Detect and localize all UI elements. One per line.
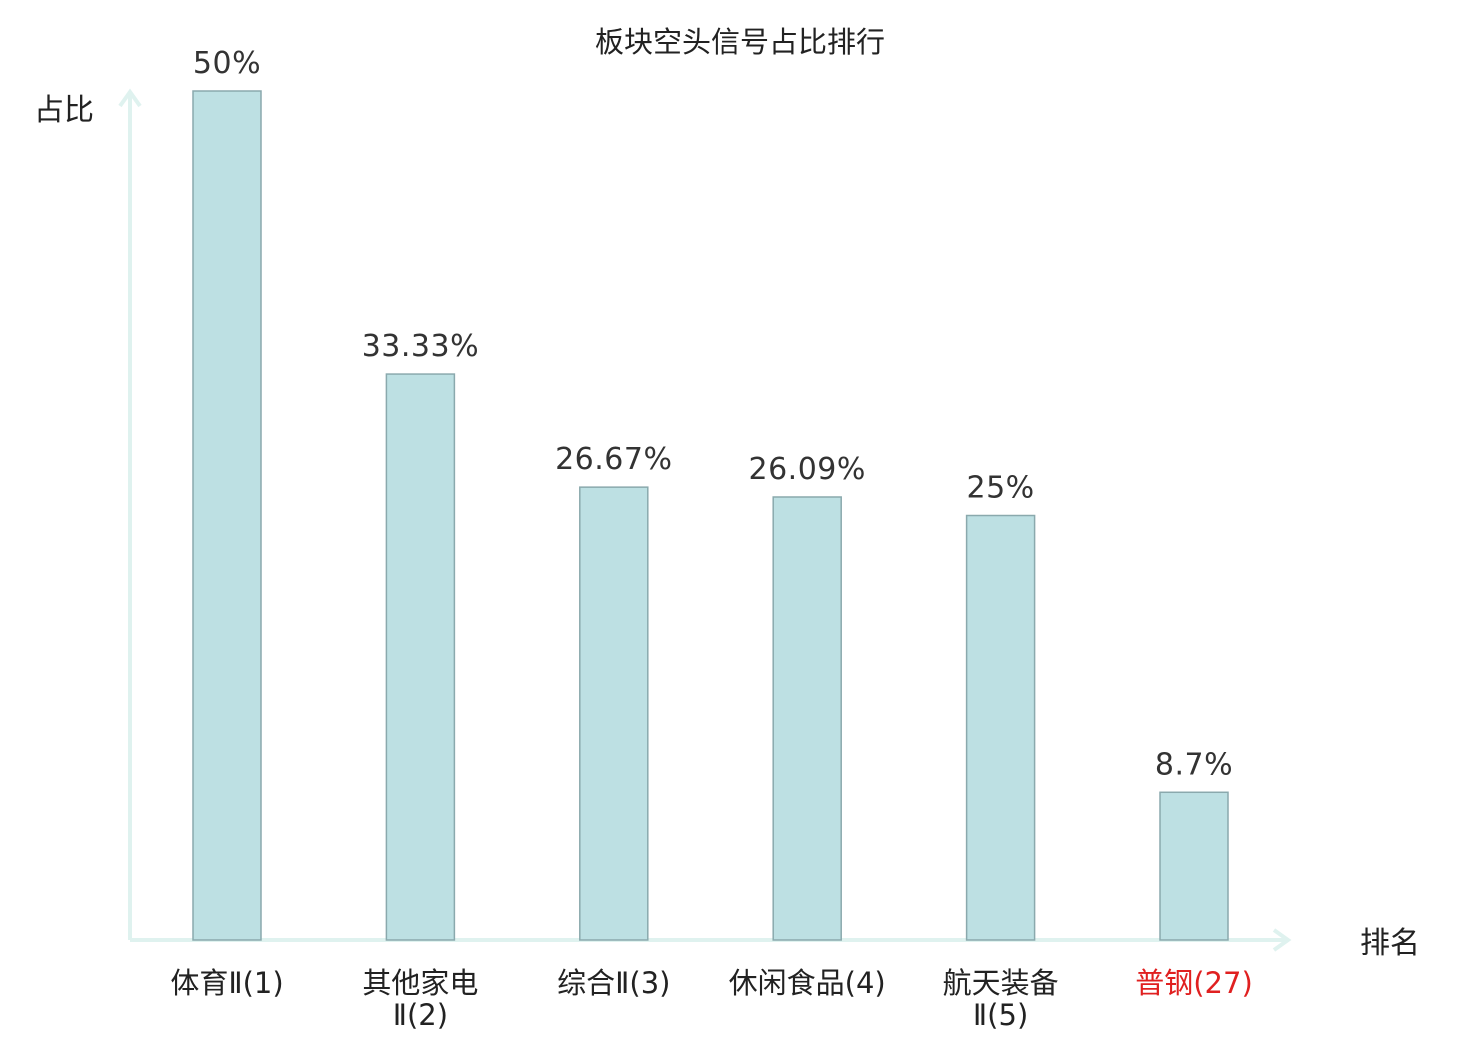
- category-label-6: 普钢(27): [1135, 966, 1253, 1000]
- x-axis-arrow: [1272, 928, 1292, 952]
- bar-4: [772, 496, 842, 941]
- chart-title: 板块空头信号占比排行: [595, 25, 885, 59]
- value-label-2: 33.33%: [362, 329, 479, 364]
- value-labels: 50% 33.33% 26.67% 26.09% 25% 8.7%: [193, 46, 1233, 782]
- category-label-5-line-2: Ⅱ(5): [973, 998, 1028, 1032]
- value-label-4: 26.09%: [749, 452, 866, 487]
- category-label-2-line-2: Ⅱ(2): [393, 998, 448, 1032]
- y-axis-label: 占比: [34, 93, 94, 128]
- axes: [118, 88, 1292, 952]
- x-axis-label: 排名: [1360, 926, 1420, 961]
- category-label-2-line-1: 其他家电: [362, 966, 478, 1000]
- value-label-3: 26.67%: [555, 442, 672, 477]
- bar-6: [1159, 791, 1229, 941]
- value-label-6: 8.7%: [1155, 747, 1233, 782]
- category-label-3: 综合Ⅱ(3): [557, 966, 670, 1000]
- bar-5: [965, 514, 1036, 941]
- bar-3: [579, 486, 649, 941]
- category-label-4: 休闲食品(4): [729, 966, 886, 1000]
- category-label-1: 体育Ⅱ(1): [170, 966, 283, 1000]
- value-label-1: 50%: [193, 46, 261, 81]
- bar-2: [385, 373, 456, 941]
- value-label-5: 25%: [967, 471, 1035, 506]
- category-label-5-line-1: 航天装备: [943, 966, 1059, 1000]
- bar-1: [192, 90, 262, 941]
- bar-series: [192, 90, 1229, 941]
- y-axis-arrow: [118, 88, 142, 108]
